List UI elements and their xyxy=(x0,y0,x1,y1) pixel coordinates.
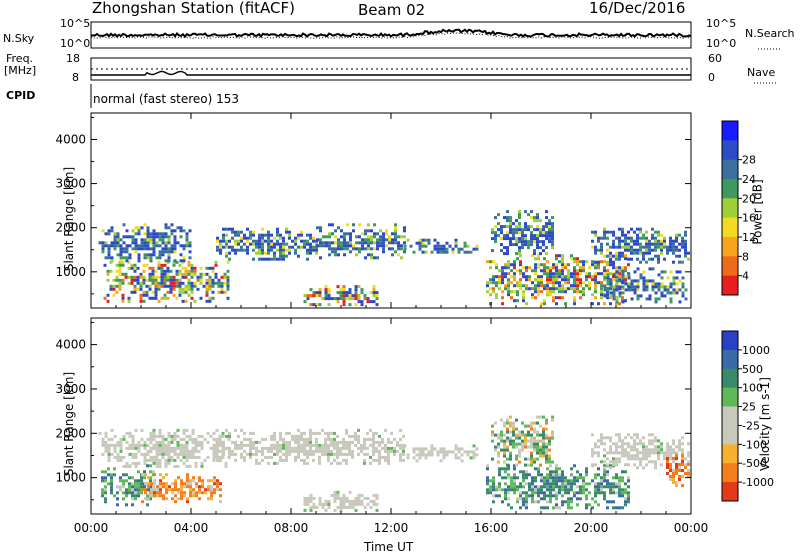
y-tick-label: 3000 xyxy=(55,382,86,396)
colorbar-swatch xyxy=(722,331,738,351)
colorbar-tick-label: 20 xyxy=(742,192,756,205)
power-echo-region xyxy=(491,210,554,256)
colorbar-frame xyxy=(721,120,739,296)
colorbar-swatch xyxy=(722,387,738,408)
power-echo-region xyxy=(303,285,379,307)
power-echo-region xyxy=(98,223,192,263)
colorbar-tick-label: 24 xyxy=(742,173,756,186)
colorbar-swatch xyxy=(722,349,738,370)
colorbar-swatch xyxy=(722,198,738,219)
power-echo-region xyxy=(603,267,688,304)
colorbar-tick-label: 28 xyxy=(742,154,756,167)
noise-search-line xyxy=(90,32,692,39)
colorbar-tick-label: 12 xyxy=(742,231,756,244)
x-tick-label: 12:00 xyxy=(374,521,409,535)
x-tick-label: 16:00 xyxy=(474,521,509,535)
colorbar-swatch xyxy=(722,406,738,426)
colorbar-tick-label: 4 xyxy=(742,270,749,283)
colorbar-swatch xyxy=(722,444,738,464)
colorbar-swatch xyxy=(722,237,738,257)
nsearch-label: N.Search xyxy=(745,27,795,40)
x-tick-label: 08:00 xyxy=(274,521,309,535)
power-panel-frame xyxy=(90,112,692,309)
velocity-echo-region xyxy=(591,433,690,470)
colorbar-swatch xyxy=(722,368,738,389)
colorbar-swatch xyxy=(722,217,738,238)
cpid-value: normal (fast stereo) 153 xyxy=(93,92,240,106)
velocity-echo-region xyxy=(216,428,405,465)
noise-tick-left-top: 10^5 xyxy=(60,17,91,30)
freq-tick-bottom: 8 xyxy=(72,71,79,84)
colorbar-swatch xyxy=(722,463,738,483)
colorbar-swatch xyxy=(722,140,738,161)
velocity-echo-region xyxy=(486,464,630,510)
colorbar-tick-label: -500 xyxy=(742,457,767,470)
x-axis-label: Time UT xyxy=(364,540,414,554)
date-label: 16/Dec/2016 xyxy=(589,0,686,17)
colorbar-swatch xyxy=(722,482,738,502)
beam-label: Beam 02 xyxy=(358,1,426,19)
colorbar-frame xyxy=(721,330,739,502)
velocity-echo-region xyxy=(98,428,231,468)
nave-label: Nave xyxy=(747,66,776,79)
colorbar-tick-label: 16 xyxy=(742,212,756,225)
noise-tick-right-top: 10^5 xyxy=(706,17,737,30)
nave-tick-top: 60 xyxy=(708,52,722,65)
power-echo-region xyxy=(403,238,479,254)
colorbar-tick-label: 25 xyxy=(742,401,756,414)
colorbar-tick-label: 1000 xyxy=(742,344,770,357)
colorbar-swatch xyxy=(722,179,738,199)
velocity-echo-region xyxy=(666,454,690,487)
colorbar-tick-label: 8 xyxy=(742,250,749,263)
noise-sky-line xyxy=(90,28,692,39)
cpid-label: CPID xyxy=(6,89,36,102)
velocity-echo-region xyxy=(141,473,222,504)
y-tick-label: 2000 xyxy=(55,426,86,440)
noise-tick-right-bottom: 10^0 xyxy=(706,37,737,50)
y-tick-label: 4000 xyxy=(55,338,86,352)
noise-tick-left-bottom: 10^0 xyxy=(60,37,91,50)
power-echo-region xyxy=(591,227,690,264)
freq-label: Freq. xyxy=(6,52,34,65)
colorbar-tick-label: 100 xyxy=(742,382,763,395)
x-tick-label: 00:00 xyxy=(674,521,709,535)
power-echo-region xyxy=(216,227,318,261)
x-tick-label: 04:00 xyxy=(174,521,209,535)
x-tick-label: 00:00 xyxy=(74,521,109,535)
velocity-echo-region xyxy=(491,415,554,467)
y-tick-label: 4000 xyxy=(55,132,86,146)
y-tick-label: 3000 xyxy=(55,177,86,191)
power-echo-layer xyxy=(98,210,690,307)
power-echo-region xyxy=(103,260,230,303)
colorbar-tick-label: -1000 xyxy=(742,476,774,489)
freq-line xyxy=(91,70,691,76)
freq-unit-label: [MHz] xyxy=(4,64,37,77)
colorbar-swatch xyxy=(722,256,738,277)
colorbar-tick-label: 500 xyxy=(742,363,763,376)
nave-tick-bottom: 0 xyxy=(708,71,715,84)
power-echo-region xyxy=(316,223,406,260)
colorbar-swatch xyxy=(722,275,738,296)
colorbar-tick-label: -100 xyxy=(742,438,767,451)
velocity-echo-region xyxy=(403,444,479,463)
y-tick-label: 1000 xyxy=(55,265,86,279)
power-echo-region xyxy=(486,254,630,306)
station-title: Zhongshan Station (fitACF) xyxy=(92,0,296,17)
colorbar-swatch xyxy=(722,425,738,445)
colorbar-tick-label: -25 xyxy=(742,419,760,432)
velocity-echo-layer xyxy=(98,415,690,512)
x-tick-label: 20:00 xyxy=(574,521,609,535)
y-tick-label: 1000 xyxy=(55,471,86,485)
colorbar-swatch xyxy=(722,121,738,141)
colorbar-swatch xyxy=(722,159,738,180)
nsky-label: N.Sky xyxy=(3,32,35,45)
velocity-echo-region xyxy=(303,490,379,512)
freq-tick-top: 18 xyxy=(66,52,80,65)
y-tick-label: 2000 xyxy=(55,221,86,235)
